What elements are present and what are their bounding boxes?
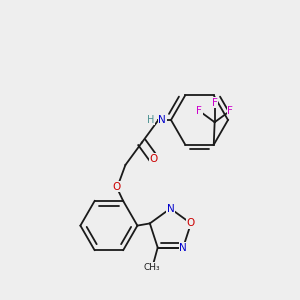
Text: N: N [167,203,174,214]
Text: O: O [187,218,195,228]
Text: F: F [196,106,202,116]
Text: CH₃: CH₃ [143,262,160,272]
Text: O: O [112,182,121,192]
Text: F: F [227,106,233,116]
Text: F: F [212,98,218,108]
Text: O: O [150,154,158,164]
Text: N: N [158,115,166,125]
Text: H: H [147,115,154,125]
Text: N: N [179,243,187,253]
